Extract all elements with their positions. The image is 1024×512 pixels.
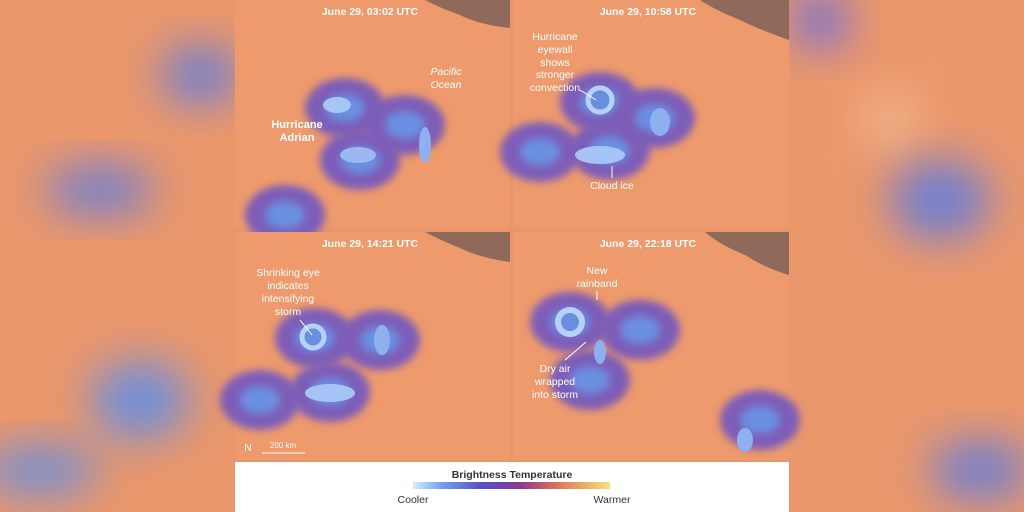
annotation: Adrian (280, 132, 315, 144)
timestamp: June 29, 22:18 UTC (600, 238, 697, 250)
annotation: New (586, 265, 607, 277)
leader-line (579, 89, 597, 101)
annotation: Cloud ice (590, 180, 634, 192)
scale-label: 200 km (270, 441, 297, 450)
annotation: Hurricane (271, 119, 322, 131)
timestamp: June 29, 10:58 UTC (600, 6, 697, 18)
panel (500, 0, 789, 229)
legend-low: Cooler (398, 494, 429, 506)
legend-high: Warmer (594, 494, 631, 506)
annotation: Dry air (540, 363, 571, 375)
panel (220, 232, 510, 460)
annotation: Pacific (431, 66, 463, 78)
north-arrow: N (244, 442, 252, 454)
timestamp: June 29, 14:21 UTC (322, 238, 419, 250)
leader-line (564, 341, 587, 361)
panel (513, 232, 800, 460)
leader-line (299, 319, 313, 336)
annotation: eyewall (537, 44, 572, 56)
legend-title: Brightness Temperature (452, 469, 573, 481)
annotation: wrapped (534, 376, 575, 388)
timestamp: June 29, 03:02 UTC (322, 6, 419, 18)
annotation: into storm (532, 389, 578, 401)
annotation: storm (275, 306, 302, 318)
annotation: shows (540, 57, 570, 69)
annotation: convection (530, 82, 580, 94)
annotation: rainband (577, 278, 618, 290)
annotation: indicates (267, 280, 308, 292)
panel (235, 0, 510, 245)
annotation: intensifying (262, 293, 315, 305)
annotation: Shrinking eye (256, 267, 320, 279)
annotation: stronger (536, 69, 575, 81)
annotation: Ocean (431, 79, 462, 91)
annotation: Hurricane (532, 31, 578, 43)
legend-gradient (413, 482, 610, 489)
